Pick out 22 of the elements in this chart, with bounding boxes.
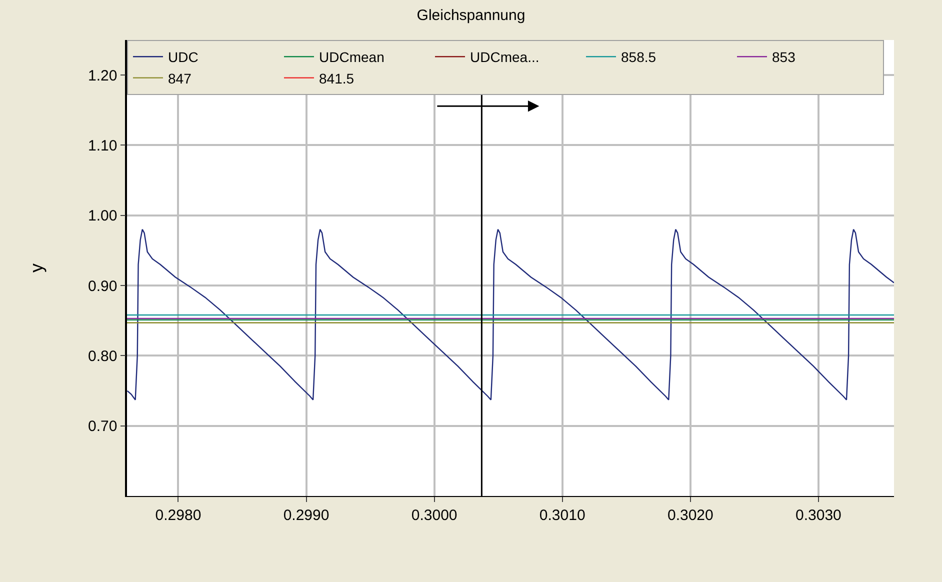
legend-label: UDCmea... <box>470 49 540 66</box>
y-axis-title: y <box>26 264 47 272</box>
y-tick-label: 1.20 <box>88 67 118 84</box>
y-tick-label: 1.00 <box>88 208 118 225</box>
legend-label: UDC <box>168 49 198 66</box>
y-tick-label: 1.10 <box>88 137 118 154</box>
x-tick-label: 0.3020 <box>667 507 714 524</box>
y-tick-label: 0.70 <box>88 418 118 436</box>
legend-label: 858.5 <box>621 49 656 66</box>
legend-label: 841.5 <box>319 70 354 86</box>
x-tick-label: 0.3010 <box>539 507 586 524</box>
legend-label: 847 <box>168 70 192 86</box>
x-tick-label: 0.3030 <box>796 507 842 524</box>
y-tick-label: 0.90 <box>88 278 118 295</box>
x-tick-label: 0.2980 <box>155 507 202 524</box>
line-series <box>127 228 894 400</box>
y-tick-label: 0.80 <box>88 348 118 365</box>
x-tick-label: 0.3000 <box>411 507 458 524</box>
chart-title: Gleichspannung <box>416 6 526 24</box>
legend-label: 853 <box>772 49 796 66</box>
x-tick-label: 0.2990 <box>283 507 330 524</box>
legend-label: UDCmean <box>319 49 384 66</box>
